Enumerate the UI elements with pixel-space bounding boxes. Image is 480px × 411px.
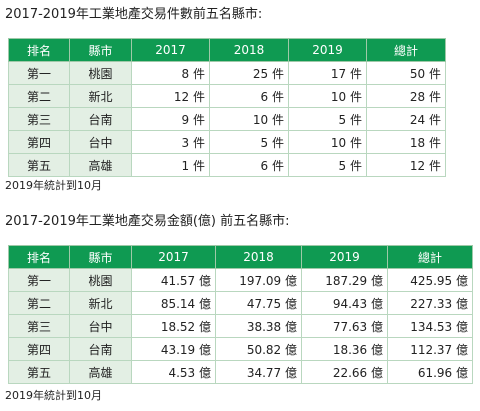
value-cell-2018: 10 件	[209, 107, 289, 131]
table-row: 第三 台南 9 件 10 件 5 件 24 件	[8, 107, 446, 131]
value-cell-2017: 1 件	[131, 153, 210, 177]
county-cell: 台南	[69, 337, 132, 361]
value-cell-2019: 5 件	[288, 153, 367, 177]
table-row: 第二 新北 12 件 6 件 10 件 28 件	[8, 84, 446, 108]
value-cell-2017: 43.19 億	[131, 337, 216, 361]
county-cell: 桃園	[69, 268, 132, 292]
header-county: 縣市	[69, 38, 132, 62]
rank-cell: 第一	[8, 61, 70, 85]
table-row: 第四 台南 43.19 億 50.82 億 18.36 億 112.37 億	[8, 337, 473, 361]
header-total: 總計	[387, 245, 473, 269]
header-rank: 排名	[8, 38, 70, 62]
transaction-amount-title: 2017-2019年工業地產交易金額(億) 前五名縣市:	[5, 214, 290, 229]
rank-cell: 第五	[8, 153, 70, 177]
value-cell-2018: 6 件	[209, 153, 289, 177]
table-row: 第一 桃園 41.57 億 197.09 億 187.29 億 425.95 億	[8, 268, 473, 292]
value-cell-2017: 12 件	[131, 84, 210, 108]
header-year-2017: 2017	[131, 245, 216, 269]
transaction-amount-table: 排名 縣市 2017 2018 2019 總計 第一 桃園 41.57 億 19…	[8, 245, 473, 384]
total-cell: 112.37 億	[387, 337, 473, 361]
county-cell: 台中	[69, 314, 132, 338]
value-cell-2019: 18.36 億	[301, 337, 388, 361]
table-row: 第一 桃園 8 件 25 件 17 件 50 件	[8, 61, 446, 85]
footnote: 2019年統計到10月	[5, 389, 102, 402]
rank-cell: 第一	[8, 268, 70, 292]
value-cell-2017: 4.53 億	[131, 360, 216, 384]
county-cell: 台南	[69, 107, 132, 131]
value-cell-2018: 25 件	[209, 61, 289, 85]
header-year-2018: 2018	[215, 245, 302, 269]
value-cell-2019: 10 件	[288, 84, 367, 108]
value-cell-2017: 18.52 億	[131, 314, 216, 338]
rank-cell: 第四	[8, 337, 70, 361]
value-cell-2018: 5 件	[209, 130, 289, 154]
value-cell-2017: 85.14 億	[131, 291, 216, 315]
header-year-2019: 2019	[288, 38, 367, 62]
value-cell-2018: 34.77 億	[215, 360, 302, 384]
header-total: 總計	[366, 38, 446, 62]
header-year-2018: 2018	[209, 38, 289, 62]
footnote: 2019年統計到10月	[5, 179, 102, 192]
total-cell: 12 件	[366, 153, 446, 177]
value-cell-2019: 5 件	[288, 107, 367, 131]
table-header-row: 排名 縣市 2017 2018 2019 總計	[8, 245, 473, 269]
value-cell-2019: 22.66 億	[301, 360, 388, 384]
total-cell: 50 件	[366, 61, 446, 85]
total-cell: 61.96 億	[387, 360, 473, 384]
value-cell-2018: 50.82 億	[215, 337, 302, 361]
total-cell: 227.33 億	[387, 291, 473, 315]
value-cell-2017: 3 件	[131, 130, 210, 154]
value-cell-2018: 197.09 億	[215, 268, 302, 292]
rank-cell: 第三	[8, 107, 70, 131]
county-cell: 新北	[69, 84, 132, 108]
table-row: 第五 高雄 1 件 6 件 5 件 12 件	[8, 153, 446, 177]
table-header-row: 排名 縣市 2017 2018 2019 總計	[8, 38, 446, 62]
total-cell: 18 件	[366, 130, 446, 154]
county-cell: 新北	[69, 291, 132, 315]
table-row: 第三 台中 18.52 億 38.38 億 77.63 億 134.53 億	[8, 314, 473, 338]
table-row: 第二 新北 85.14 億 47.75 億 94.43 億 227.33 億	[8, 291, 473, 315]
county-cell: 高雄	[69, 153, 132, 177]
value-cell-2019: 10 件	[288, 130, 367, 154]
value-cell-2019: 77.63 億	[301, 314, 388, 338]
rank-cell: 第五	[8, 360, 70, 384]
header-county: 縣市	[69, 245, 132, 269]
rank-cell: 第二	[8, 291, 70, 315]
value-cell-2017: 9 件	[131, 107, 210, 131]
header-rank: 排名	[8, 245, 70, 269]
value-cell-2018: 47.75 億	[215, 291, 302, 315]
table-row: 第四 台中 3 件 5 件 10 件 18 件	[8, 130, 446, 154]
header-year-2017: 2017	[131, 38, 210, 62]
total-cell: 28 件	[366, 84, 446, 108]
total-cell: 134.53 億	[387, 314, 473, 338]
table-row: 第五 高雄 4.53 億 34.77 億 22.66 億 61.96 億	[8, 360, 473, 384]
county-cell: 高雄	[69, 360, 132, 384]
value-cell-2019: 17 件	[288, 61, 367, 85]
transaction-count-table: 排名 縣市 2017 2018 2019 總計 第一 桃園 8 件 25 件 1…	[8, 38, 446, 177]
rank-cell: 第二	[8, 84, 70, 108]
value-cell-2019: 94.43 億	[301, 291, 388, 315]
county-cell: 台中	[69, 130, 132, 154]
county-cell: 桃園	[69, 61, 132, 85]
value-cell-2019: 187.29 億	[301, 268, 388, 292]
header-year-2019: 2019	[301, 245, 388, 269]
value-cell-2017: 8 件	[131, 61, 210, 85]
total-cell: 425.95 億	[387, 268, 473, 292]
rank-cell: 第四	[8, 130, 70, 154]
rank-cell: 第三	[8, 314, 70, 338]
value-cell-2018: 38.38 億	[215, 314, 302, 338]
value-cell-2018: 6 件	[209, 84, 289, 108]
transaction-count-title: 2017-2019年工業地產交易件數前五名縣市:	[5, 7, 263, 22]
value-cell-2017: 41.57 億	[131, 268, 216, 292]
total-cell: 24 件	[366, 107, 446, 131]
